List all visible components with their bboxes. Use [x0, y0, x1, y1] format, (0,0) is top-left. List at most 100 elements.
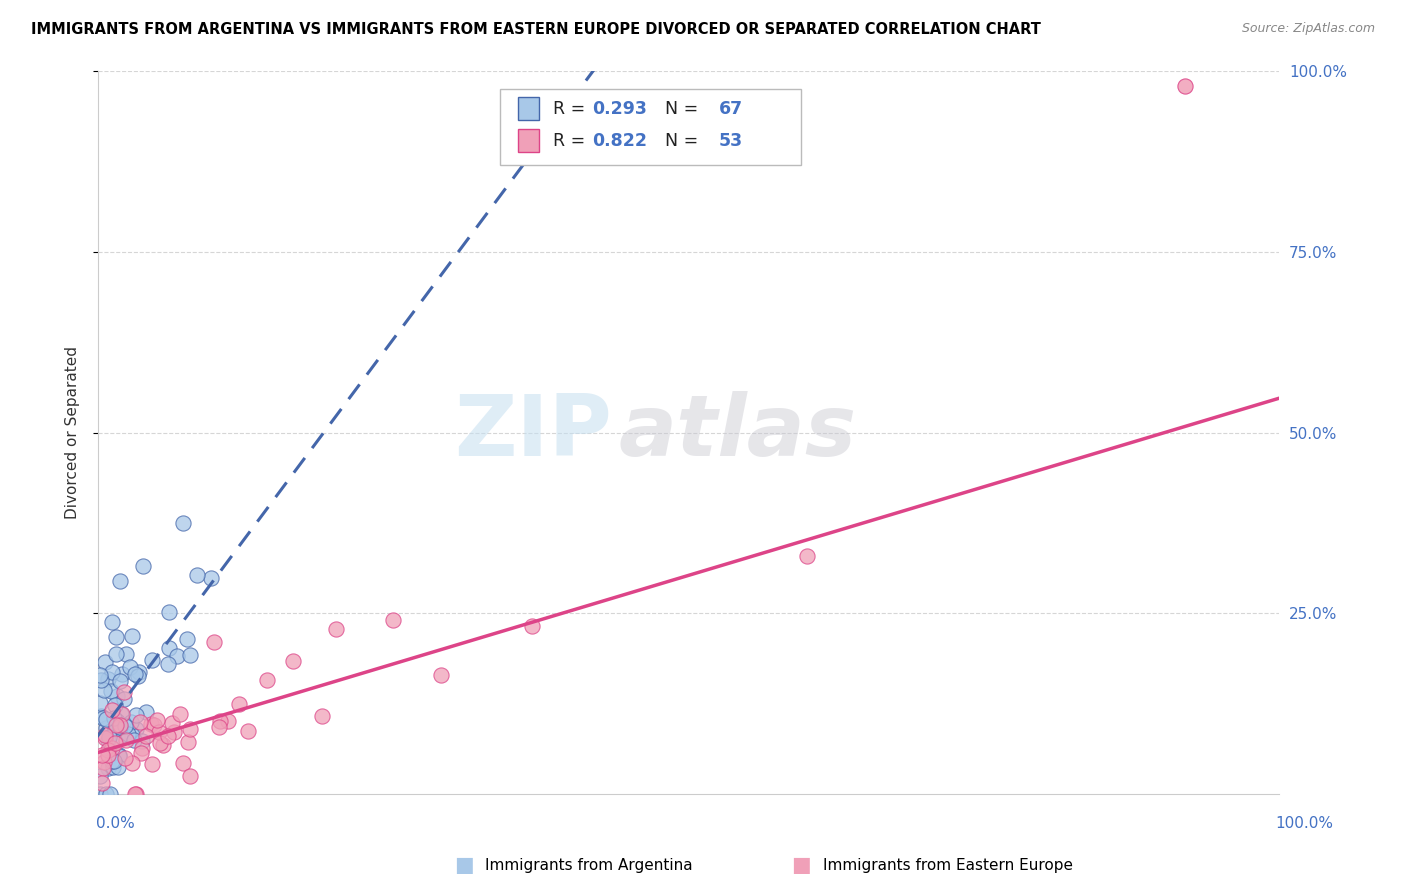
- Text: 67: 67: [718, 100, 742, 118]
- Point: [382, 614, 405, 628]
- Point: [103, 754, 125, 768]
- Point: [325, 622, 347, 636]
- Point: [90, 709, 112, 723]
- Point: [98, 787, 121, 801]
- Point: [103, 711, 125, 725]
- Point: [89, 769, 111, 783]
- Point: [131, 740, 153, 755]
- Point: [101, 754, 124, 768]
- Point: [129, 746, 152, 760]
- Text: Source: ZipAtlas.com: Source: ZipAtlas.com: [1241, 22, 1375, 36]
- Point: [105, 647, 128, 661]
- Y-axis label: Divorced or Separated: Divorced or Separated: [65, 346, 80, 519]
- Point: [114, 719, 136, 733]
- Point: [135, 729, 157, 743]
- Point: [101, 615, 124, 629]
- Point: [110, 720, 132, 734]
- Point: [162, 715, 184, 730]
- Point: [108, 574, 131, 588]
- Point: [1174, 78, 1197, 93]
- Point: [108, 718, 131, 732]
- Point: [93, 755, 115, 769]
- Text: ZIP: ZIP: [454, 391, 612, 475]
- Point: [121, 629, 143, 643]
- Point: [124, 787, 146, 801]
- Point: [172, 516, 194, 530]
- Text: 0.293: 0.293: [592, 100, 647, 118]
- Point: [121, 728, 143, 742]
- Point: [101, 760, 124, 774]
- Point: [108, 747, 131, 762]
- Point: [91, 776, 114, 790]
- Point: [101, 703, 124, 717]
- Point: [172, 756, 194, 771]
- Point: [89, 787, 111, 801]
- Point: [141, 717, 163, 731]
- Point: [98, 730, 121, 744]
- Point: [110, 674, 132, 689]
- Point: [125, 722, 148, 736]
- Text: 0.0%: 0.0%: [96, 816, 135, 831]
- Point: [93, 683, 115, 698]
- Point: [90, 673, 112, 687]
- Point: [115, 733, 138, 747]
- Point: [157, 640, 180, 655]
- Point: [163, 725, 186, 739]
- Text: R =: R =: [553, 100, 591, 118]
- Point: [148, 724, 170, 739]
- Point: [179, 769, 201, 783]
- Point: [141, 756, 163, 771]
- Point: [179, 722, 201, 736]
- Text: Immigrants from Eastern Europe: Immigrants from Eastern Europe: [823, 858, 1073, 872]
- FancyBboxPatch shape: [501, 89, 801, 165]
- Point: [97, 673, 120, 687]
- Point: [149, 736, 172, 750]
- Point: [110, 707, 132, 722]
- Point: [125, 787, 148, 801]
- Point: [311, 709, 333, 723]
- Text: atlas: atlas: [619, 391, 856, 475]
- Point: [152, 738, 174, 752]
- Text: 0.822: 0.822: [592, 132, 647, 150]
- Point: [522, 618, 544, 632]
- Point: [202, 635, 225, 649]
- Point: [112, 685, 135, 699]
- Point: [97, 743, 120, 757]
- Point: [97, 747, 120, 762]
- Point: [94, 727, 117, 741]
- Point: [121, 756, 143, 771]
- Point: [256, 673, 278, 687]
- Point: [91, 711, 114, 725]
- Point: [157, 657, 180, 672]
- Point: [94, 731, 117, 746]
- Point: [157, 729, 180, 743]
- Point: [157, 605, 180, 619]
- Text: ■: ■: [792, 855, 811, 875]
- Point: [281, 654, 304, 668]
- FancyBboxPatch shape: [517, 97, 538, 120]
- Point: [200, 571, 222, 585]
- Point: [117, 727, 139, 741]
- Point: [107, 720, 129, 734]
- Point: [141, 653, 163, 667]
- Point: [90, 748, 112, 763]
- Point: [89, 696, 111, 710]
- Point: [430, 667, 453, 681]
- Point: [208, 719, 231, 733]
- Point: [97, 733, 120, 747]
- Point: [796, 549, 818, 563]
- Point: [101, 740, 124, 755]
- Point: [120, 714, 142, 729]
- Point: [118, 659, 141, 673]
- Point: [236, 723, 259, 738]
- Point: [104, 698, 127, 712]
- Point: [105, 630, 128, 644]
- Point: [146, 714, 169, 728]
- Point: [94, 721, 117, 735]
- Point: [125, 708, 148, 723]
- Point: [105, 714, 128, 728]
- Point: [169, 707, 191, 722]
- Point: [97, 761, 120, 775]
- Point: [208, 714, 231, 728]
- Text: R =: R =: [553, 132, 591, 150]
